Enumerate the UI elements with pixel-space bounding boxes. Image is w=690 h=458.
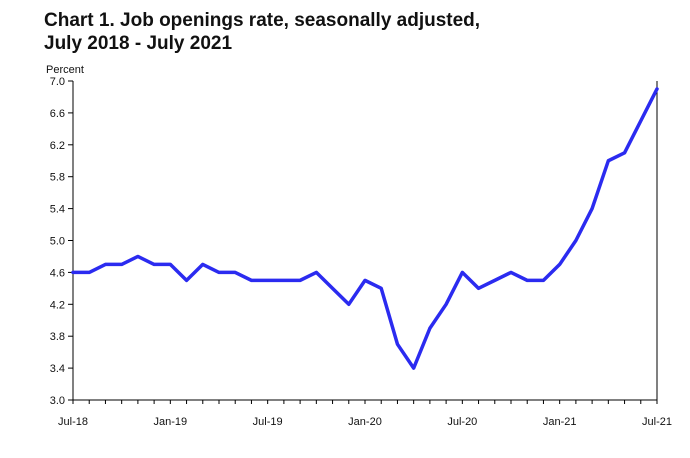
x-tick-label: Jan-21 xyxy=(543,416,577,428)
y-tick-label: 4.2 xyxy=(50,299,65,311)
y-axis-label: Percent xyxy=(46,64,84,76)
x-tick-label: Jul-19 xyxy=(253,416,283,428)
chart-title-line-1: Chart 1. Job openings rate, seasonally a… xyxy=(44,10,481,31)
y-tick-label: 4.6 xyxy=(50,267,65,279)
y-tick-label: 3.4 xyxy=(50,363,65,375)
x-ticks: Jul-18 Jan-19 Jul-19 Jan-20 Jul-20 Jan-21 Jul-… xyxy=(58,400,672,428)
chart-title: Chart 1. Job openings rate, seasonally a… xyxy=(44,9,480,55)
y-tick-label: 6.2 xyxy=(50,140,65,152)
series-group xyxy=(71,87,659,370)
series-line-0 xyxy=(71,87,659,370)
chart-title-line-2: July 2018 - July 2021 xyxy=(44,33,233,54)
x-tick-label: Jan-19 xyxy=(154,416,188,428)
y-tick-label: 7.0 xyxy=(50,76,65,88)
x-tick-label: Jul-18 xyxy=(58,416,88,428)
x-tick-label: Jan-20 xyxy=(348,416,382,428)
y-tick-label: 3.8 xyxy=(50,331,65,343)
axes xyxy=(72,81,658,401)
y-tick-label: 5.4 xyxy=(50,204,65,216)
x-tick-label: Jul-21 xyxy=(642,416,672,428)
y-tick-label: 5.8 xyxy=(50,172,65,184)
y-ticks: 7.0 6.6 6.2 5.8 5.4 5.0 4.6 4.2 3.8 3.4 3.0 xyxy=(50,76,73,407)
y-tick-label: 6.6 xyxy=(50,108,65,120)
x-tick-label: Jul-20 xyxy=(447,416,477,428)
y-tick-label: 5.0 xyxy=(50,236,65,248)
y-tick-label: 3.0 xyxy=(50,395,65,407)
